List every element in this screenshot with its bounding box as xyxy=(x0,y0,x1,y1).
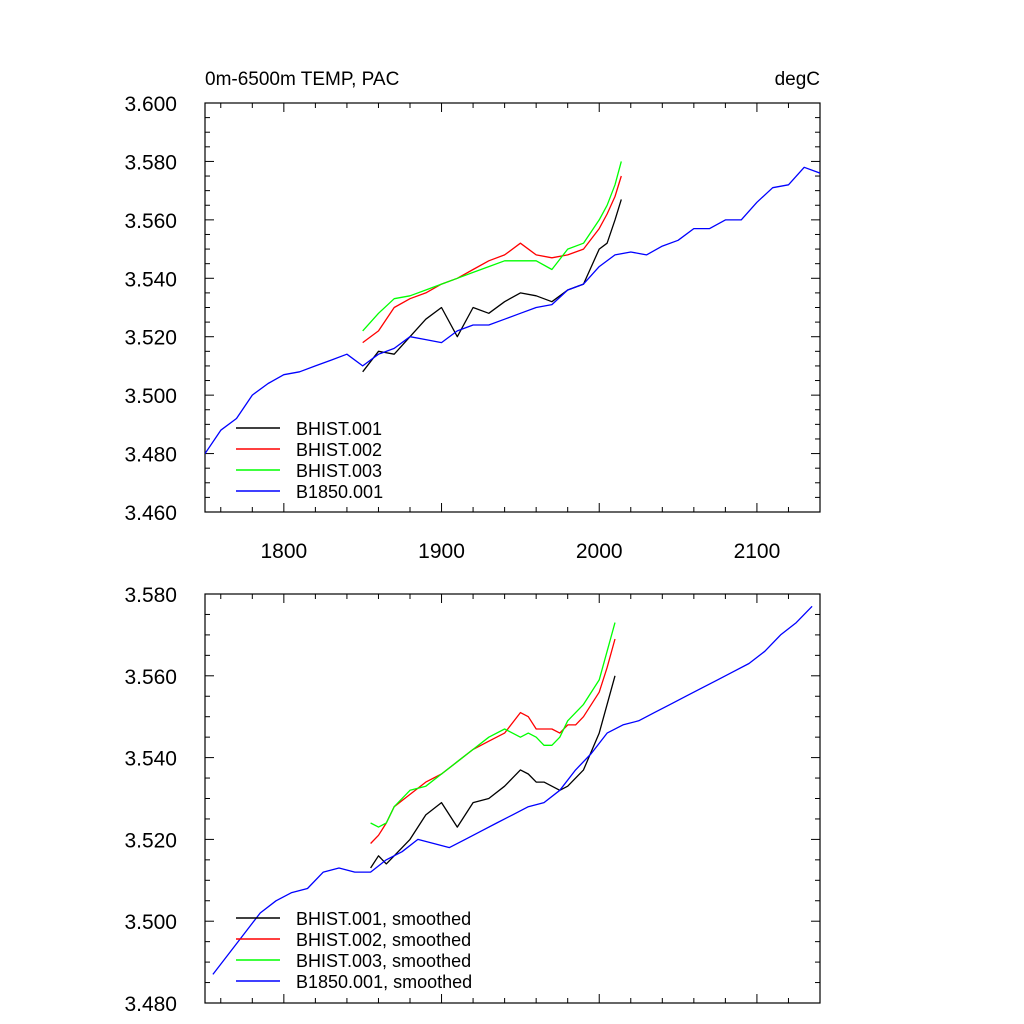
legend-label: BHIST.001, smoothed xyxy=(296,909,471,929)
y-tick-label: 3.580 xyxy=(124,151,177,174)
y-tick-label: 3.480 xyxy=(124,993,177,1016)
legend-label: BHIST.002 xyxy=(296,440,382,460)
series-group xyxy=(205,161,820,454)
legend-label: B1850.001, smoothed xyxy=(296,972,472,992)
y-tick-label: 3.520 xyxy=(124,327,177,350)
legend-label: BHIST.002, smoothed xyxy=(296,930,471,950)
y-tick-label: 3.460 xyxy=(124,502,177,525)
x-tick-label: 1800 xyxy=(260,540,307,563)
x-tick-label: 2100 xyxy=(734,540,781,563)
legend-label: BHIST.003 xyxy=(296,461,382,481)
series-group xyxy=(212,605,813,975)
legend-label: B1850.001 xyxy=(296,482,383,502)
units-label: degC xyxy=(775,69,820,90)
series-line-bhist-003 xyxy=(362,161,622,332)
y-tick-label: 3.480 xyxy=(124,444,177,467)
series-line-bhist-001 xyxy=(362,199,622,373)
series-line-bhist-003-smoothed xyxy=(370,622,616,828)
y-tick-label: 3.580 xyxy=(124,584,177,607)
x-tick-label: 1900 xyxy=(418,540,465,563)
x-tick-label: 2000 xyxy=(576,540,623,563)
chart-title: 0m-6500m TEMP, PAC xyxy=(205,69,399,90)
y-tick-label: 3.520 xyxy=(124,829,177,852)
y-tick-label: 3.500 xyxy=(124,385,177,408)
legend-label: BHIST.003, smoothed xyxy=(296,951,471,971)
y-tick-label: 3.560 xyxy=(124,666,177,689)
series-line-bhist-001-smoothed xyxy=(370,675,616,869)
series-line-bhist-002 xyxy=(362,175,622,344)
chart-panel-1: 0m-6500m TEMP, PAC degC 3.460 3.480 3.500 3.5… xyxy=(124,69,821,563)
y-tick-label: 3.540 xyxy=(124,748,177,771)
y-tick-label: 3.560 xyxy=(124,210,177,233)
y-tick-label: 3.600 xyxy=(124,93,177,116)
chart-panel-2: 3.480 3.500 3.520 3.540 3.560 3.580 BHIST.001,… xyxy=(124,584,821,1016)
series-line-b1850-001 xyxy=(205,166,820,454)
y-tick-label: 3.540 xyxy=(124,268,177,291)
legend-label: BHIST.001 xyxy=(296,419,382,439)
y-tick-label: 3.500 xyxy=(124,911,177,934)
series-line-bhist-002-smoothed xyxy=(370,638,616,844)
series-line-b1850-001-smoothed xyxy=(212,605,813,975)
